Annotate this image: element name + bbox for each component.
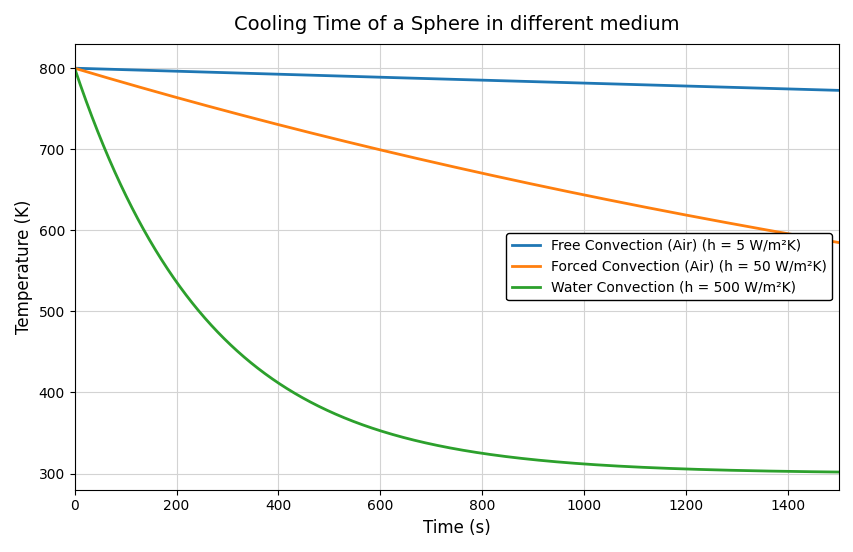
Forced Convection (Air) (h = 50 W/m²K) xyxy=(108,76,119,83)
Forced Convection (Air) (h = 50 W/m²K) xyxy=(421,157,431,164)
Forced Convection (Air) (h = 50 W/m²K) xyxy=(670,210,681,216)
Free Convection (Air) (h = 5 W/m²K) xyxy=(108,66,119,73)
Forced Convection (Air) (h = 50 W/m²K) xyxy=(833,239,843,246)
Free Convection (Air) (h = 5 W/m²K) xyxy=(421,75,431,82)
Line: Water Convection (h = 500 W/m²K): Water Convection (h = 500 W/m²K) xyxy=(74,68,838,472)
Free Convection (Air) (h = 5 W/m²K) xyxy=(810,87,821,93)
Water Convection (h = 500 W/m²K) xyxy=(833,469,843,475)
Line: Forced Convection (Air) (h = 50 W/m²K): Forced Convection (Air) (h = 50 W/m²K) xyxy=(74,68,838,242)
Forced Convection (Air) (h = 50 W/m²K) xyxy=(441,162,451,168)
Legend: Free Convection (Air) (h = 5 W/m²K), Forced Convection (Air) (h = 50 W/m²K), Wat: Free Convection (Air) (h = 5 W/m²K), For… xyxy=(506,233,831,300)
Free Convection (Air) (h = 5 W/m²K) xyxy=(69,65,79,72)
Free Convection (Air) (h = 5 W/m²K) xyxy=(833,87,843,94)
Free Convection (Air) (h = 5 W/m²K) xyxy=(670,82,681,89)
Water Convection (h = 500 W/m²K) xyxy=(810,469,821,475)
Forced Convection (Air) (h = 50 W/m²K) xyxy=(69,65,79,72)
Y-axis label: Temperature (K): Temperature (K) xyxy=(15,200,33,334)
Water Convection (h = 500 W/m²K) xyxy=(421,440,431,447)
Forced Convection (Air) (h = 50 W/m²K) xyxy=(810,236,821,242)
Water Convection (h = 500 W/m²K) xyxy=(810,469,821,475)
X-axis label: Time (s): Time (s) xyxy=(422,519,490,537)
Free Convection (Air) (h = 5 W/m²K) xyxy=(441,76,451,82)
Water Convection (h = 500 W/m²K) xyxy=(441,444,451,450)
Forced Convection (Air) (h = 50 W/m²K) xyxy=(810,235,821,242)
Water Convection (h = 500 W/m²K) xyxy=(69,65,79,72)
Free Convection (Air) (h = 5 W/m²K) xyxy=(810,87,821,93)
Water Convection (h = 500 W/m²K) xyxy=(670,465,681,472)
Title: Cooling Time of a Sphere in different medium: Cooling Time of a Sphere in different me… xyxy=(234,15,679,34)
Water Convection (h = 500 W/m²K) xyxy=(108,166,119,173)
Line: Free Convection (Air) (h = 5 W/m²K): Free Convection (Air) (h = 5 W/m²K) xyxy=(74,68,838,91)
